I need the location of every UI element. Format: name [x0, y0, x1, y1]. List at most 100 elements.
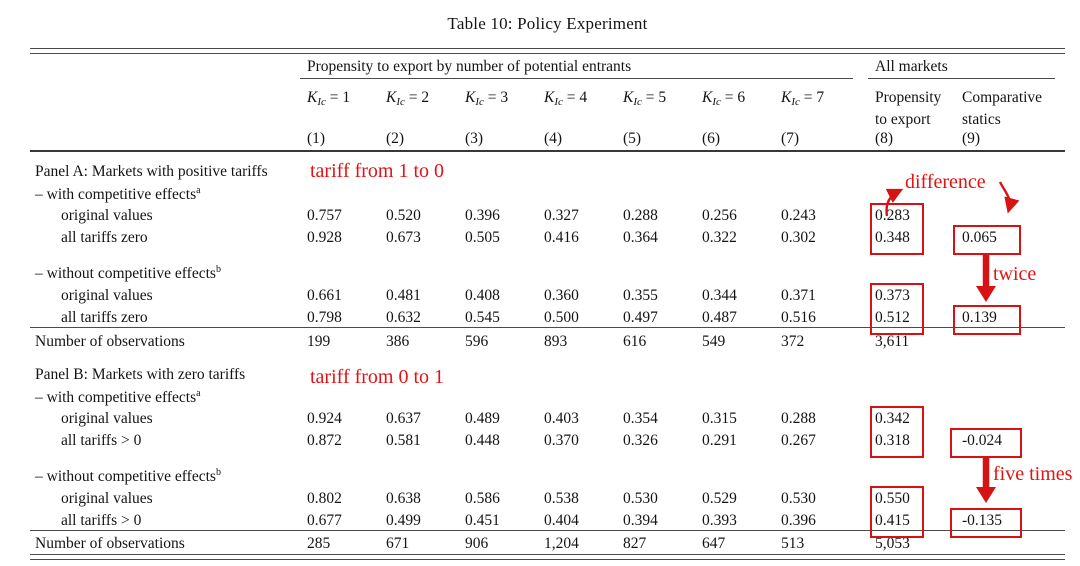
- row-label: all tariffs zero: [61, 229, 148, 246]
- table-row: original values 0.661 0.481 0.408 0.360 0.35…: [30, 285, 1065, 307]
- value-cell: 0.327: [544, 207, 579, 224]
- all-markets-value: 5,053: [875, 535, 910, 552]
- column-number-row: (1) (2) (3) (4) (5) (6) (7) (8) (9): [30, 128, 1065, 150]
- header-bottom-rule: [30, 150, 1065, 152]
- value-cell: 0.315: [702, 410, 737, 427]
- value-cell: 0.267: [781, 432, 816, 449]
- group-header-underline: [300, 78, 853, 79]
- col-number-5: (5): [623, 130, 642, 147]
- value-cell: 0.872: [307, 432, 342, 449]
- panel-a-with-effects-row: – with competitive effectsa: [30, 184, 1065, 206]
- with-competitive-effects-label: – with competitive effectsa: [35, 184, 201, 203]
- annotation-difference: difference: [905, 171, 986, 193]
- value-cell: 0.924: [307, 410, 342, 427]
- k-header-row: KIc = 1 KIc = 2 KIc = 3 KIc = 4 KIc = 5 …: [30, 87, 1065, 109]
- panel-b-observations-rule: [30, 530, 1065, 531]
- value-cell: 0.396: [465, 207, 500, 224]
- value-cell: 0.757: [307, 207, 342, 224]
- propensity-header-line2: to export: [875, 111, 931, 128]
- k-header-5: KIc = 5: [623, 89, 667, 108]
- col-number-9: (9): [962, 130, 981, 147]
- row-label: all tariffs > 0: [61, 512, 142, 529]
- value-cell: 0.288: [623, 207, 658, 224]
- value-cell: 0.677: [307, 512, 342, 529]
- comparative-statics-value: -0.024: [962, 432, 1003, 449]
- k-header-7: KIc = 7: [781, 89, 825, 108]
- comparative-statics-value: 0.139: [962, 309, 997, 326]
- table-title: Table 10: Policy Experiment: [447, 14, 648, 33]
- value-cell: 0.520: [386, 207, 421, 224]
- value-cell: 0.396: [781, 512, 816, 529]
- propensity-header-line1: Propensity: [875, 89, 942, 106]
- comparative-statics-value: -0.135: [962, 512, 1003, 529]
- value-cell: 0.638: [386, 490, 421, 507]
- panel-b-title-row: Panel B: Markets with zero tariffs: [30, 364, 1065, 386]
- value-cell: 0.360: [544, 287, 579, 304]
- value-cell: 0.497: [623, 309, 658, 326]
- panel-b-with-effects-row: – with competitive effectsa: [30, 387, 1065, 409]
- all-markets-value: 0.342: [875, 410, 910, 427]
- annotation-twice: twice: [993, 263, 1037, 285]
- table-row: all tariffs zero 0.798 0.632 0.545 0.500 0.4…: [30, 307, 1065, 329]
- panel-b-observations-row: Number of observations 285 671 906 1,204 827…: [30, 533, 1065, 555]
- value-cell: 0.928: [307, 229, 342, 246]
- value-cell: 0.489: [465, 410, 500, 427]
- empty-header-cell: [30, 128, 300, 150]
- k-header-1: KIc = 1: [307, 89, 351, 108]
- value-cell: 0.487: [702, 309, 737, 326]
- header-line2-row: to export statics: [30, 109, 1065, 131]
- comparative-header-line2: statics: [962, 111, 1001, 128]
- with-competitive-effects-label: – with competitive effectsa: [35, 387, 201, 406]
- value-cell: 0.416: [544, 229, 579, 246]
- value-cell: 0.393: [702, 512, 737, 529]
- without-competitive-effects-label: – without competitive effectsb: [35, 466, 221, 485]
- table-row: all tariffs zero 0.928 0.673 0.505 0.416 0.3…: [30, 227, 1065, 249]
- empty-header-cell: [30, 87, 300, 109]
- value-cell: 596: [465, 333, 489, 350]
- column-group-header-row: Propensity to export by number of potent…: [30, 56, 1065, 78]
- all-markets-header: All markets: [875, 58, 948, 75]
- all-markets-value: 0.550: [875, 490, 910, 507]
- row-label: original values: [61, 410, 153, 427]
- value-cell: 0.673: [386, 229, 421, 246]
- value-cell: 0.802: [307, 490, 342, 507]
- table-row: all tariffs > 0 0.872 0.581 0.448 0.370 0.32…: [30, 430, 1065, 452]
- value-cell: 0.364: [623, 229, 658, 246]
- footnote-marker-a: a: [196, 387, 201, 399]
- value-cell: 0.354: [623, 410, 658, 427]
- value-cell: 0.451: [465, 512, 500, 529]
- without-competitive-effects-label: – without competitive effectsb: [35, 263, 221, 282]
- col-number-3: (3): [465, 130, 484, 147]
- col-number-1: (1): [307, 130, 326, 147]
- panel-a-title: Panel A: Markets with positive tariffs: [35, 163, 268, 180]
- value-cell: 906: [465, 535, 489, 552]
- col-number-6: (6): [702, 130, 721, 147]
- value-cell: 1,204: [544, 535, 579, 552]
- value-cell: 0.530: [623, 490, 658, 507]
- value-cell: 0.481: [386, 287, 421, 304]
- table-row: original values 0.802 0.638 0.586 0.538 0.53…: [30, 488, 1065, 510]
- value-cell: 0.326: [623, 432, 658, 449]
- col-number-8: (8): [875, 130, 894, 147]
- panel-b-title: Panel B: Markets with zero tariffs: [35, 366, 246, 383]
- panel-a-without-effects-row: – without competitive effectsb: [30, 263, 1065, 285]
- all-markets-value: 0.512: [875, 309, 910, 326]
- value-cell: 386: [386, 333, 410, 350]
- panel-b-without-effects-row: – without competitive effectsb: [30, 466, 1065, 488]
- value-cell: 0.586: [465, 490, 500, 507]
- footnote-marker-b: b: [215, 263, 221, 275]
- col-number-7: (7): [781, 130, 800, 147]
- value-cell: 0.288: [781, 410, 816, 427]
- comparative-statics-value: 0.065: [962, 229, 997, 246]
- table-row: all tariffs > 0 0.677 0.499 0.451 0.404 0.39…: [30, 510, 1065, 532]
- value-cell: 0.243: [781, 207, 816, 224]
- row-label: original values: [61, 207, 153, 224]
- value-cell: 0.538: [544, 490, 579, 507]
- value-cell: 0.505: [465, 229, 500, 246]
- k-header-3: KIc = 3: [465, 89, 509, 108]
- bottom-double-rule: [30, 554, 1065, 560]
- all-markets-value: 0.318: [875, 432, 910, 449]
- value-cell: 549: [702, 333, 726, 350]
- value-cell: 0.403: [544, 410, 579, 427]
- comparative-header-line1: Comparative: [962, 89, 1043, 106]
